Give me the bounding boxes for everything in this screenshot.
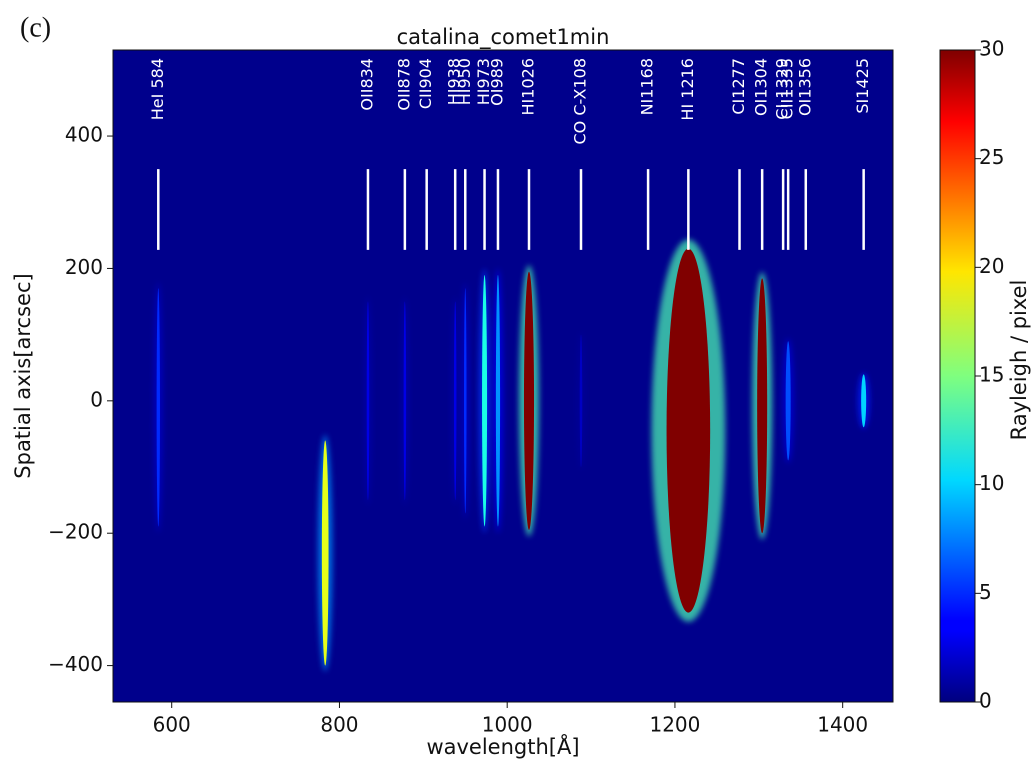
y-tick-label: −200 (48, 520, 103, 544)
y-tick-label: −400 (48, 652, 103, 676)
y-tick-label: 0 (90, 387, 103, 411)
emission-feature (861, 374, 867, 428)
emission-feature (453, 301, 457, 501)
colorbar (939, 49, 976, 703)
emission-feature (785, 341, 791, 461)
colorbar-tick-label: 0 (979, 689, 992, 713)
x-tick-label: 800 (320, 713, 358, 737)
colorbar-tick-label: 20 (979, 254, 1004, 278)
line-label: OII878 (394, 58, 413, 111)
y-axis-label: Spatial axis[arcsec] (11, 273, 35, 478)
line-label: OII834 (357, 58, 376, 111)
emission-feature (757, 278, 768, 534)
x-tick-label: 1200 (649, 713, 700, 737)
line-label: HI1026 (519, 58, 538, 115)
line-label: HI950 (455, 58, 474, 105)
line-label: HI938 (445, 58, 464, 105)
line-label: HI 1216 (678, 58, 697, 121)
emission-feature (403, 301, 407, 501)
y-tick-label: 200 (65, 255, 103, 279)
emission-feature (523, 271, 535, 530)
line-label: OI1304 (752, 58, 771, 116)
plot-frame (112, 49, 894, 703)
colorbar-tick-label: 15 (979, 363, 1004, 387)
line-label: SI1425 (853, 58, 872, 114)
emission-feature (464, 288, 467, 514)
colorbar-tick-label: 25 (979, 145, 1004, 169)
line-label: CI 1329 (773, 58, 792, 120)
line-label: HI973 (474, 58, 493, 105)
colorbar-label: Rayleigh / pixel (1007, 280, 1031, 441)
x-axis-label: wavelength[Å] (426, 733, 579, 759)
y-tick-label: 400 (65, 123, 103, 147)
line-label: HeI 584 (148, 58, 167, 120)
emission-feature (156, 288, 160, 527)
emission-feature (495, 275, 501, 527)
chart-title: catalina_comet1min (397, 25, 610, 50)
line-label: CII1335 (778, 58, 797, 119)
line-label: CII904 (416, 58, 435, 109)
panel-label: (c) (20, 12, 51, 43)
emission-feature (366, 301, 370, 501)
colorbar-tick-label: 5 (979, 580, 992, 604)
emission-feature (666, 248, 711, 613)
line-label: OI989 (487, 58, 506, 106)
emission-feature (579, 334, 583, 468)
colorbar-tick-label: 30 (979, 37, 1004, 61)
x-tick-label: 600 (153, 713, 191, 737)
line-label: CI1277 (729, 58, 748, 115)
colorbar-tick-label: 10 (979, 471, 1004, 495)
emission-feature (321, 440, 329, 666)
line-label: OI1356 (795, 58, 814, 116)
emission-feature (482, 275, 488, 527)
line-label: NI1168 (638, 58, 657, 115)
x-tick-label: 1400 (817, 713, 868, 737)
x-tick-label: 1000 (482, 713, 533, 737)
line-label: CO C-X108 (571, 58, 590, 145)
